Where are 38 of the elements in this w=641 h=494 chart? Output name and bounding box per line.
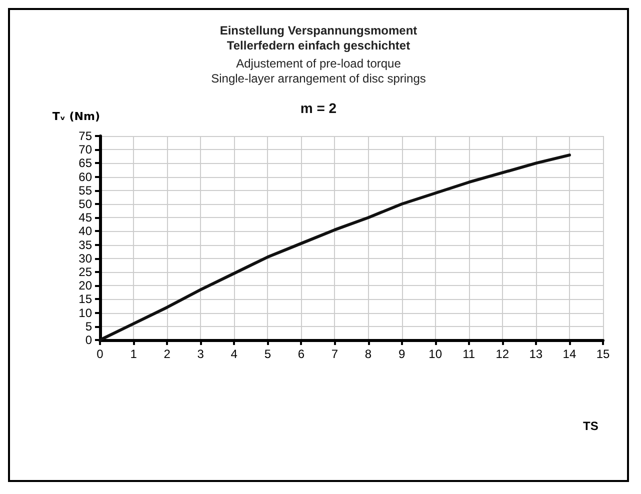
- text: m = 2: [300, 100, 337, 116]
- y-tick-label: 40: [78, 224, 92, 238]
- x-tick-label: 13: [529, 347, 543, 361]
- y-tick-label: 65: [78, 156, 92, 170]
- x-axis-title: TS: [583, 419, 598, 433]
- y-tick-label: 0: [85, 333, 92, 347]
- y-tick-label: 20: [78, 278, 92, 293]
- y-tick-label: 30: [78, 251, 92, 266]
- y-tick-label: 15: [78, 292, 92, 306]
- y-tick-label: 25: [78, 265, 92, 279]
- y-tick-label: 60: [78, 170, 92, 184]
- x-tick-label: 15: [596, 347, 610, 361]
- chart-title: Einstellung Verspannungsmoment Tellerfedern einfach geschichtet: [220, 24, 418, 52]
- y-tick-label: 35: [78, 238, 92, 252]
- x-tick-label: 3: [197, 347, 204, 361]
- x-tick-label: 4: [230, 347, 238, 361]
- line-series: [98, 154, 571, 342]
- x-tick-label: 11: [462, 347, 476, 361]
- chart-subtitle: Adjustement of pre-load torque Single-layer arrangement of disc springs: [211, 56, 426, 86]
- x-tick-label: 7: [331, 347, 338, 361]
- y-tick-label: 75: [78, 129, 92, 143]
- x-tick-label: 2: [164, 347, 171, 361]
- y-tick-label: 5: [85, 319, 92, 334]
- y-tick-label: 10: [78, 306, 92, 320]
- x-tick-label: 0: [96, 347, 104, 361]
- x-tick-label: 12: [496, 347, 510, 361]
- x-tick-label: 5: [264, 347, 272, 361]
- y-tick-label: 55: [78, 183, 92, 198]
- y-tick-label: 70: [78, 142, 92, 157]
- x-tick-label: 8: [364, 347, 372, 361]
- x-tick-label: 9: [398, 347, 406, 361]
- y-tick-label: 45: [78, 210, 92, 225]
- x-tick-label: 10: [428, 347, 442, 361]
- y-axis-title: Tᵥ (Nm): [52, 110, 100, 123]
- x-tick-label: 6: [298, 347, 305, 361]
- y-tick-label: 50: [78, 197, 92, 211]
- x-tick-label: 14: [562, 347, 576, 361]
- x-tick-label: 1: [130, 347, 138, 361]
